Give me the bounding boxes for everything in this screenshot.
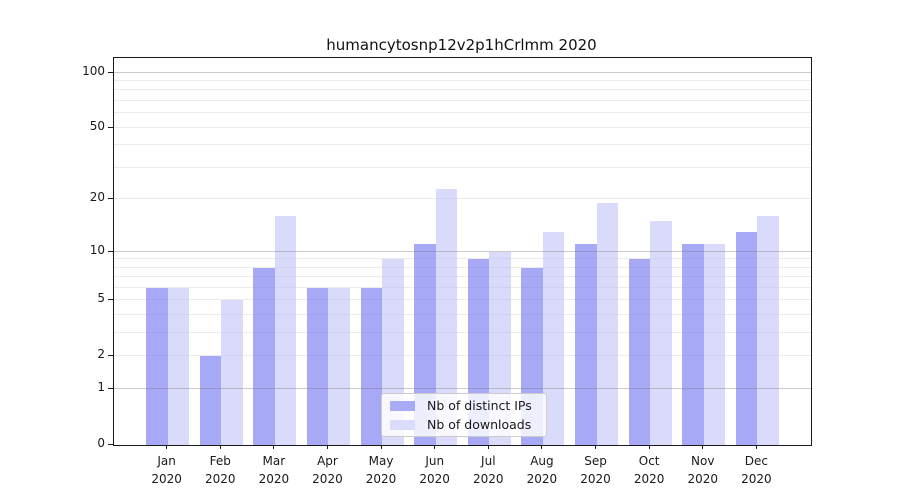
gridline-minor-8: [114, 266, 811, 268]
chart-title: humancytosnp12v2p1hCrlmm 2020: [326, 36, 597, 54]
y-tick-label-2: 2: [97, 347, 105, 362]
bar-nov-downloads: [703, 244, 726, 445]
y-tick-mark-1: [108, 388, 113, 390]
plot-area: Nb of distinct IPs Nb of downloads: [113, 57, 812, 446]
bar-aug-downloads: [542, 232, 565, 445]
major-gridlines: [114, 58, 811, 445]
bar-apr-distinct-ips: [306, 287, 329, 445]
gridline-minor-5: [114, 299, 811, 301]
x-tick-mark-aug: [541, 445, 543, 449]
gridline-minor-40: [114, 144, 811, 146]
y-tick-mark-2: [108, 355, 113, 357]
bar-mar-downloads: [274, 216, 297, 445]
y-tick-mark-100: [108, 71, 113, 73]
x-tick-label-dec: Dec 2020: [741, 454, 772, 486]
bar-feb-downloads: [221, 300, 243, 445]
y-tick-label-50: 50: [89, 118, 105, 133]
y-tick-mark-20: [108, 198, 113, 200]
gridline-minor-3: [114, 332, 811, 334]
gridline-major-1: [114, 388, 811, 390]
gridline-minor-90: [114, 80, 811, 81]
gridline-minor-70: [114, 100, 811, 102]
bar-dec-downloads: [757, 216, 779, 445]
y-tick-mark-10: [108, 250, 113, 252]
legend-entry-downloads: Nb of downloads: [390, 417, 546, 432]
x-tick-label-mar: Mar 2020: [258, 454, 290, 486]
x-tick-label-sep: Sep 2020: [580, 454, 611, 486]
x-tick-mark-nov: [702, 445, 704, 449]
y-tick-label-10: 10: [89, 242, 105, 257]
gridline-minor-20: [114, 198, 811, 200]
x-tick-label-jun: Jun 2020: [419, 454, 450, 486]
bar-dec-distinct-ips: [735, 232, 758, 445]
x-tick-mark-mar: [273, 445, 275, 449]
gridline-minor-6: [114, 286, 811, 288]
x-tick-mark-oct: [648, 445, 650, 449]
bar-sep-downloads: [596, 203, 619, 445]
gridline-minor-2: [114, 355, 811, 357]
x-tick-label-jan: Jan 2020: [151, 454, 182, 486]
x-tick-mark-may: [380, 445, 382, 449]
x-tick-label-apr: Apr 2020: [312, 454, 343, 486]
bar-apr-downloads: [328, 287, 350, 445]
minor-gridlines: [114, 58, 811, 445]
y-tick-label-5: 5: [97, 291, 105, 306]
gridline-minor-9: [114, 258, 811, 260]
x-tick-label-aug: Aug 2020: [526, 454, 558, 486]
legend-swatch-distinct-ips: [390, 400, 415, 411]
bar-jun-downloads: [435, 188, 458, 445]
x-tick-mark-jul: [487, 445, 489, 449]
x-tick-mark-dec: [755, 445, 757, 449]
legend-swatch-downloads: [390, 419, 415, 430]
gridline-minor-80: [114, 89, 811, 91]
y-tick-label-20: 20: [89, 190, 105, 205]
x-tick-mark-apr: [326, 445, 328, 449]
y-tick-label-1: 1: [97, 380, 105, 395]
y-tick-mark-5: [108, 299, 113, 301]
gridline-minor-4: [114, 314, 811, 316]
y-tick-label-0: 0: [97, 436, 105, 450]
x-tick-mark-jun: [434, 445, 436, 449]
gridline-major-100: [114, 71, 811, 73]
legend-entry-distinct-ips: Nb of distinct IPs: [390, 398, 546, 413]
bar-nov-distinct-ips: [682, 244, 704, 445]
y-tick-mark-0: [108, 444, 113, 445]
x-tick-label-nov: Nov 2020: [687, 454, 719, 486]
bar-oct-distinct-ips: [628, 259, 651, 445]
legend: Nb of distinct IPs Nb of downloads: [381, 393, 547, 437]
bar-jan-distinct-ips: [146, 287, 168, 445]
legend-label-distinct-ips: Nb of distinct IPs: [427, 398, 532, 413]
bars-layer: [114, 58, 811, 445]
x-tick-mark-jan: [166, 445, 168, 449]
x-tick-mark-sep: [595, 445, 597, 449]
legend-label-downloads: Nb of downloads: [427, 417, 532, 432]
gridline-minor-50: [114, 126, 811, 128]
bar-sep-distinct-ips: [575, 244, 597, 445]
gridline-minor-30: [114, 166, 811, 168]
gridline-major-10: [114, 250, 811, 252]
bar-oct-downloads: [650, 221, 672, 445]
gridline-minor-60: [114, 112, 811, 114]
y-tick-label-100: 100: [82, 63, 105, 78]
bar-may-distinct-ips: [360, 287, 383, 445]
x-tick-label-oct: Oct 2020: [633, 454, 665, 486]
bar-jan-downloads: [167, 287, 190, 445]
y-tick-mark-50: [108, 126, 113, 128]
x-tick-label-feb: Feb 2020: [204, 454, 236, 486]
x-tick-label-jul: Jul 2020: [473, 454, 504, 486]
gridline-minor-7: [114, 276, 811, 278]
bar-mar-distinct-ips: [253, 267, 275, 445]
x-tick-mark-feb: [219, 445, 221, 449]
bar-feb-distinct-ips: [199, 356, 222, 445]
x-tick-label-may: May 2020: [365, 454, 397, 486]
